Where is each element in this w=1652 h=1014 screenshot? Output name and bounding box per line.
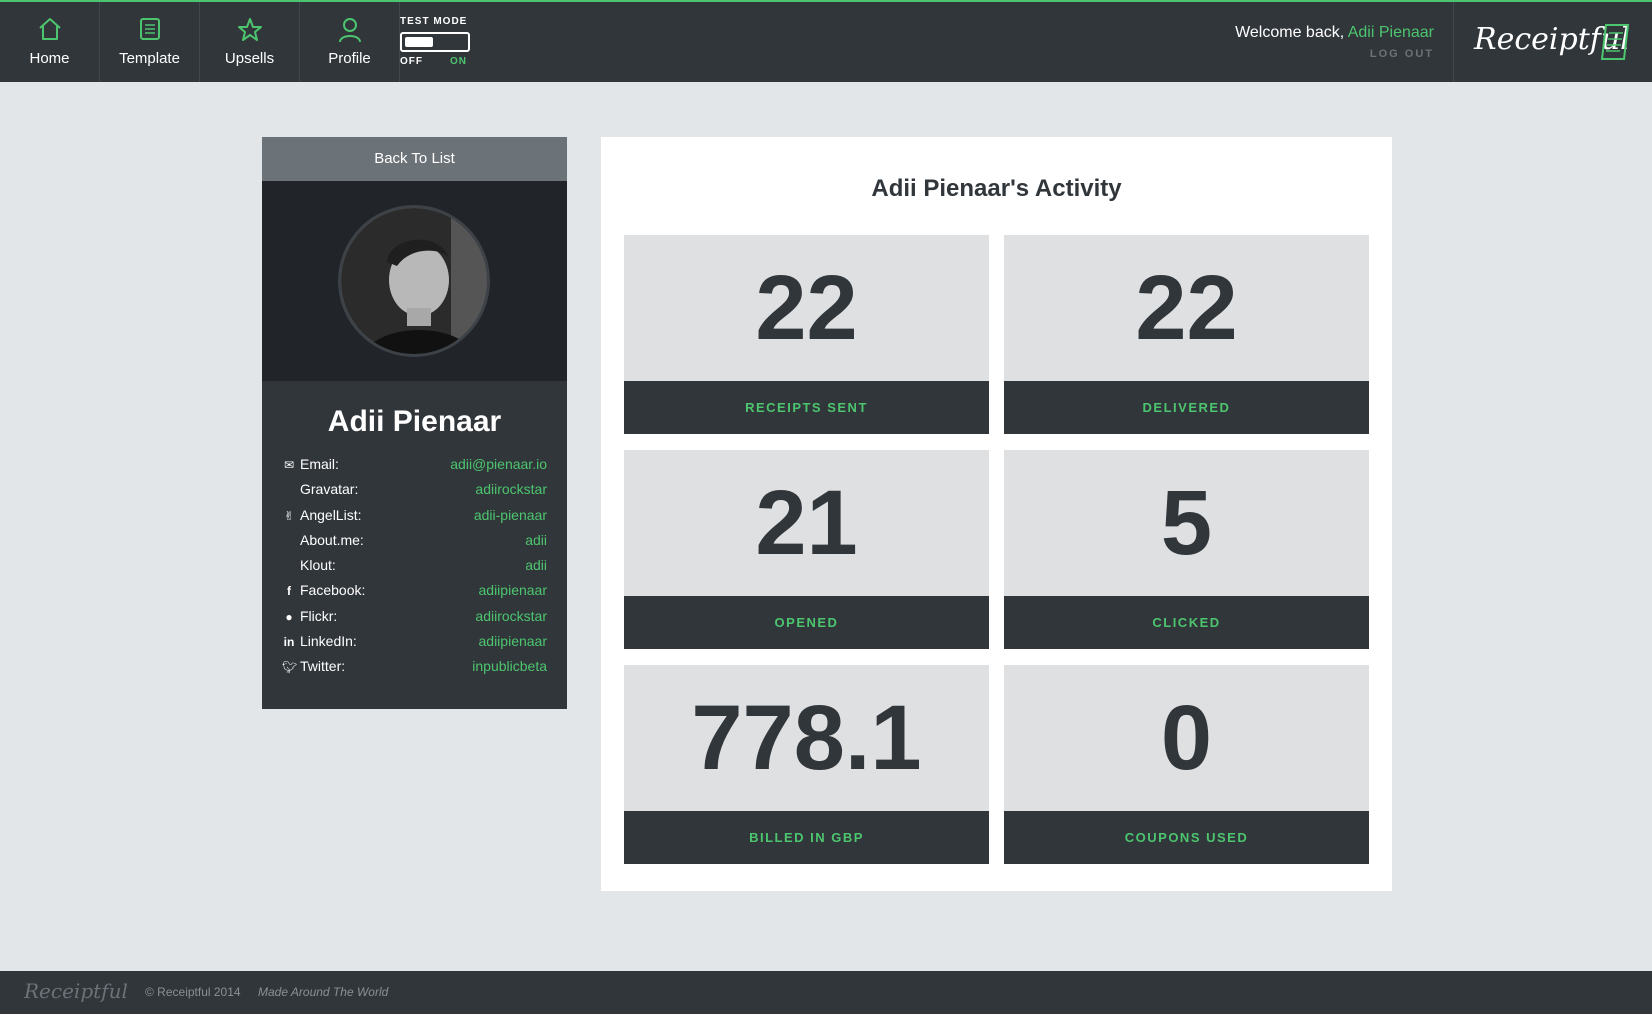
- stat-opened: 21 OPENED: [624, 450, 989, 649]
- link-value-flickr[interactable]: adiirockstar: [475, 607, 547, 624]
- link-value-twitter[interactable]: inpublicbeta: [472, 658, 547, 675]
- nav-upsells-label: Upsells: [224, 50, 275, 67]
- link-row-facebook: f Facebook: adiipienaar: [282, 579, 547, 604]
- logout-link[interactable]: LOG OUT: [1369, 48, 1434, 60]
- home-icon: [38, 18, 61, 40]
- stat-value: 778.1: [624, 665, 989, 811]
- footer-logo[interactable]: Receiptful: [24, 979, 128, 1003]
- test-mode-title: TEST MODE: [400, 16, 468, 27]
- link-row-flickr: ● Flickr: adiirockstar: [282, 605, 547, 630]
- link-row-aboutme: About.me: adii: [282, 529, 547, 554]
- flickr-icon: ●: [285, 609, 293, 624]
- stat-delivered: 22 DELIVERED: [1004, 235, 1369, 434]
- stat-label: OPENED: [624, 596, 989, 649]
- link-value-angellist[interactable]: adii-pienaar: [473, 506, 547, 523]
- link-row-klout: Klout: adii: [282, 554, 547, 579]
- stat-billed: 778.1 BILLED IN GBP: [624, 665, 989, 864]
- receipt-logo-icon: [1600, 24, 1630, 60]
- link-label: LinkedIn:: [300, 633, 357, 650]
- toggle-knob: [405, 37, 433, 47]
- link-label: About.me:: [300, 531, 364, 548]
- test-mode-on-label: ON: [450, 56, 467, 67]
- link-label: Gravatar:: [300, 481, 359, 498]
- nav-profile-label: Profile: [328, 50, 371, 67]
- nav-home-label: Home: [29, 50, 70, 67]
- link-value-email[interactable]: adii@pienaar.io: [450, 456, 547, 472]
- back-to-list-button[interactable]: Back To List: [262, 137, 567, 181]
- link-row-angellist: ✌ AngelList: adii-pienaar: [282, 504, 547, 529]
- link-row-gravatar: Gravatar: adiirockstar: [282, 478, 547, 503]
- profile-links: ✉ Email: adii@pienaar.io Gravatar: adiiro…: [262, 453, 567, 681]
- link-label: Twitter:: [300, 658, 346, 675]
- star-icon: [237, 18, 262, 41]
- stat-value: 22: [624, 235, 989, 381]
- stat-receipts-sent: 22 RECEIPTS SENT: [624, 235, 989, 434]
- activity-title: Adii Pienaar's Activity: [871, 175, 1122, 202]
- test-mode-toggle[interactable]: [400, 32, 470, 52]
- link-label: Email:: [300, 456, 339, 472]
- footer: Receiptful © Receiptful 2014 Made Around…: [0, 971, 1652, 1014]
- avatar: [338, 205, 490, 357]
- stat-label: DELIVERED: [1004, 381, 1369, 434]
- stat-value: 5: [1004, 450, 1369, 596]
- welcome-user-name[interactable]: Adii Pienaar: [1347, 24, 1434, 41]
- nav-template-label: Template: [119, 50, 180, 67]
- test-mode-switch: TEST MODE OFF ON: [400, 16, 490, 76]
- avatar-section: [262, 181, 567, 381]
- welcome-prefix: Welcome back,: [1235, 24, 1345, 41]
- activity-panel: Adii Pienaar's Activity 22 RECEIPTS SENT…: [601, 137, 1392, 891]
- footer-copyright: © Receiptful 2014: [145, 985, 241, 999]
- stat-label: RECEIPTS SENT: [624, 381, 989, 434]
- stat-clicked: 5 CLICKED: [1004, 450, 1369, 649]
- link-value-linkedin[interactable]: adiipienaar: [478, 633, 548, 650]
- nav-home[interactable]: Home: [0, 2, 100, 82]
- user-icon: [338, 18, 361, 43]
- stat-coupons-used: 0 COUPONS USED: [1004, 665, 1369, 864]
- link-label: Facebook:: [300, 582, 366, 599]
- envelope-icon: ✉: [283, 458, 295, 472]
- link-value-gravatar[interactable]: adiirockstar: [475, 481, 547, 498]
- profile-card: Back To List Adii Pienaar ✉ Email: adii@p…: [262, 137, 567, 709]
- link-row-twitter: 🐦︎ Twitter: inpublicbeta: [282, 655, 547, 680]
- top-navigation-bar: Home Template Upsells Profile TEST MODE …: [0, 0, 1652, 82]
- test-mode-off-label: OFF: [400, 56, 423, 67]
- link-label: Klout:: [300, 557, 336, 574]
- profile-name: Adii Pienaar: [327, 405, 502, 438]
- twitter-icon: 🐦︎: [282, 660, 298, 675]
- stat-value: 0: [1004, 665, 1369, 811]
- receiptful-logo[interactable]: Receiptful: [1474, 18, 1634, 66]
- link-row-email: ✉ Email: adii@pienaar.io: [282, 453, 547, 478]
- link-value-klout[interactable]: adii: [525, 557, 547, 574]
- angellist-icon: ✌: [283, 508, 295, 523]
- link-value-facebook[interactable]: adiipienaar: [478, 582, 548, 599]
- nav-profile[interactable]: Profile: [300, 2, 400, 82]
- stat-value: 22: [1004, 235, 1369, 381]
- link-row-linkedin: in LinkedIn: adiipienaar: [282, 630, 547, 655]
- footer-tagline: Made Around The World: [258, 985, 389, 999]
- linkedin-icon: in: [283, 635, 295, 650]
- stat-label: COUPONS USED: [1004, 811, 1369, 864]
- link-label: AngelList:: [300, 506, 362, 523]
- template-icon: [139, 18, 160, 40]
- facebook-icon: f: [287, 584, 291, 599]
- link-label: Flickr:: [300, 607, 338, 624]
- nav-template[interactable]: Template: [100, 2, 200, 82]
- stat-label: BILLED IN GBP: [624, 811, 989, 864]
- nav-upsells[interactable]: Upsells: [200, 2, 300, 82]
- welcome-message: Welcome back, Adii Pienaar: [1235, 24, 1434, 42]
- link-value-aboutme[interactable]: adii: [525, 531, 547, 548]
- logo-divider: [1453, 2, 1454, 82]
- stat-value: 21: [624, 450, 989, 596]
- stat-label: CLICKED: [1004, 596, 1369, 649]
